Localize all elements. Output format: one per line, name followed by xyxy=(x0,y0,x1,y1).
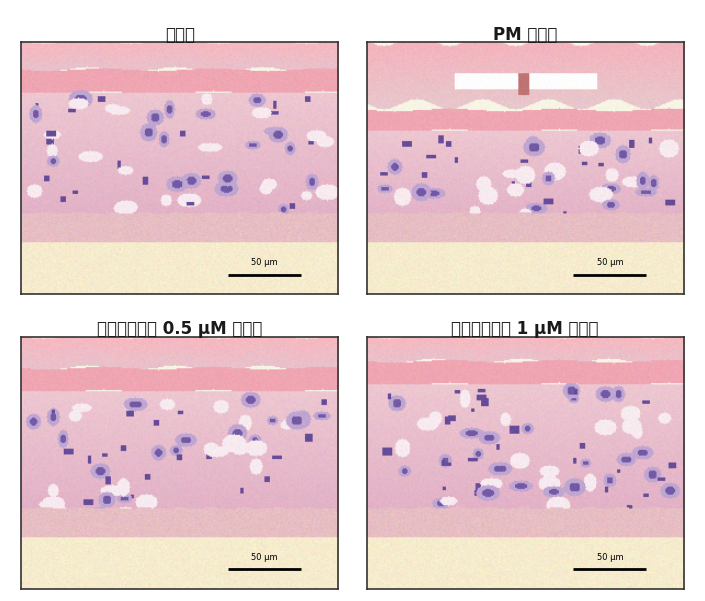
Text: 메이스리그난 1 μM 처리군: 메이스리그난 1 μM 처리군 xyxy=(451,320,599,338)
Text: 정상군: 정상군 xyxy=(165,26,195,44)
Text: 50 μm: 50 μm xyxy=(251,258,278,267)
Text: 50 μm: 50 μm xyxy=(596,553,623,562)
Text: 50 μm: 50 μm xyxy=(596,258,623,267)
Text: PM 처리군: PM 처리군 xyxy=(493,26,558,44)
Text: 메이스리그난 0.5 μM 처리군: 메이스리그난 0.5 μM 처리군 xyxy=(97,320,262,338)
Text: 50 μm: 50 μm xyxy=(251,553,278,562)
